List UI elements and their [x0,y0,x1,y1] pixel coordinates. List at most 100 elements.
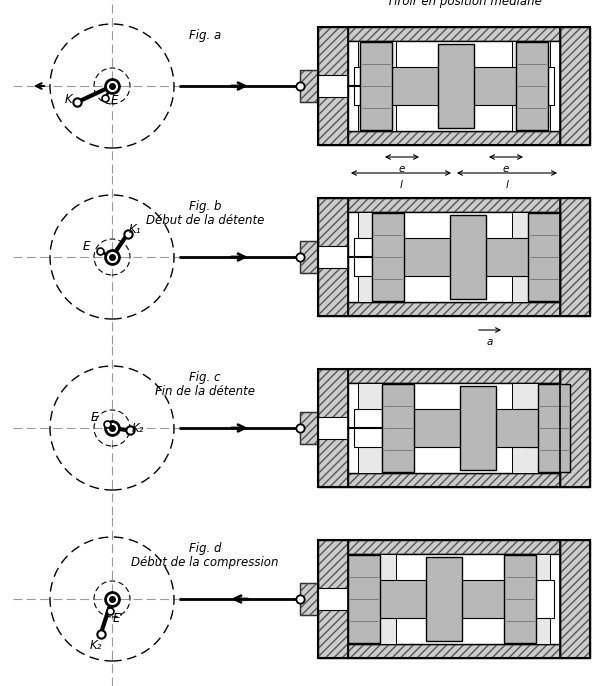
Bar [360,67,548,105]
Bar [426,557,462,641]
Bar [460,386,496,470]
Bar [300,70,318,102]
Text: e: e [399,164,405,174]
Bar [560,369,590,487]
Text: Fin de la détente: Fin de la détente [155,385,255,398]
Bar [300,412,318,444]
Bar [560,27,590,145]
Bar [318,540,348,658]
Bar [318,198,348,316]
Bar [528,213,560,301]
Bar [348,302,560,316]
Text: Fig. b: Fig. b [189,200,221,213]
Bar [348,212,560,302]
Bar [348,540,560,554]
Bar [526,67,554,105]
Bar [318,27,348,145]
Bar [358,383,396,473]
Text: Tiroir en position médiane: Tiroir en position médiane [387,0,541,8]
Bar [318,369,348,487]
Text: l: l [505,180,508,190]
Bar [318,417,348,439]
Bar [348,540,560,554]
Bar [560,198,590,316]
Bar [348,27,560,41]
Bar [348,473,560,487]
Bar [560,369,590,487]
Bar [538,384,570,472]
Bar [300,412,318,444]
Bar [372,238,560,276]
Bar [348,580,536,618]
Bar [300,70,318,102]
Bar [358,554,396,644]
Bar [354,580,382,618]
Text: E': E' [113,613,123,625]
Bar [348,644,560,658]
Bar [300,241,318,273]
Bar [360,42,392,130]
Text: E: E [110,94,118,107]
Bar [560,27,590,145]
Bar [318,246,348,268]
Bar [318,540,590,658]
Bar [300,583,318,615]
Bar [560,198,590,316]
Bar [512,554,550,644]
Bar [382,409,570,447]
Bar [512,212,550,302]
Text: l: l [399,180,402,190]
Bar [348,27,560,41]
Text: a: a [487,337,493,347]
Bar [348,473,560,487]
Bar [504,555,536,643]
Bar [382,384,414,472]
Bar [318,588,348,610]
Bar [450,215,486,299]
Text: K: K [64,93,72,106]
Bar [560,198,590,316]
Text: K₁: K₁ [128,222,141,235]
Text: E: E [82,240,90,253]
Bar [348,198,560,212]
Bar [354,238,382,276]
Bar [348,41,560,131]
Bar [348,644,560,658]
Bar [512,383,550,473]
Bar [354,67,382,105]
Bar [526,580,554,618]
Bar [526,238,554,276]
Bar [372,213,404,301]
Text: E: E [91,411,98,424]
Text: Début de la détente: Début de la détente [146,213,264,226]
Bar [348,369,560,383]
Bar [358,41,396,131]
Bar [560,540,590,658]
Bar [348,198,560,212]
Bar [438,44,474,128]
Bar [318,27,348,145]
Bar [516,42,548,130]
Bar [300,583,318,615]
Bar [560,540,590,658]
Bar [318,369,348,487]
Bar [318,369,348,487]
Bar [358,212,396,302]
Bar [318,540,348,658]
Bar [560,540,590,658]
Bar [348,302,560,316]
Bar [348,554,560,644]
Text: Début de la compression: Début de la compression [131,556,279,569]
Bar [526,409,554,447]
Bar [348,131,560,145]
Bar [318,198,348,316]
Text: Fig. d: Fig. d [189,542,221,555]
Bar [300,241,318,273]
Text: K₂: K₂ [132,422,144,435]
Bar [512,41,550,131]
Bar [354,409,382,447]
Text: Fig. c: Fig. c [190,370,221,383]
Bar [318,27,590,145]
Text: K₂: K₂ [89,639,102,652]
Bar [318,75,348,97]
